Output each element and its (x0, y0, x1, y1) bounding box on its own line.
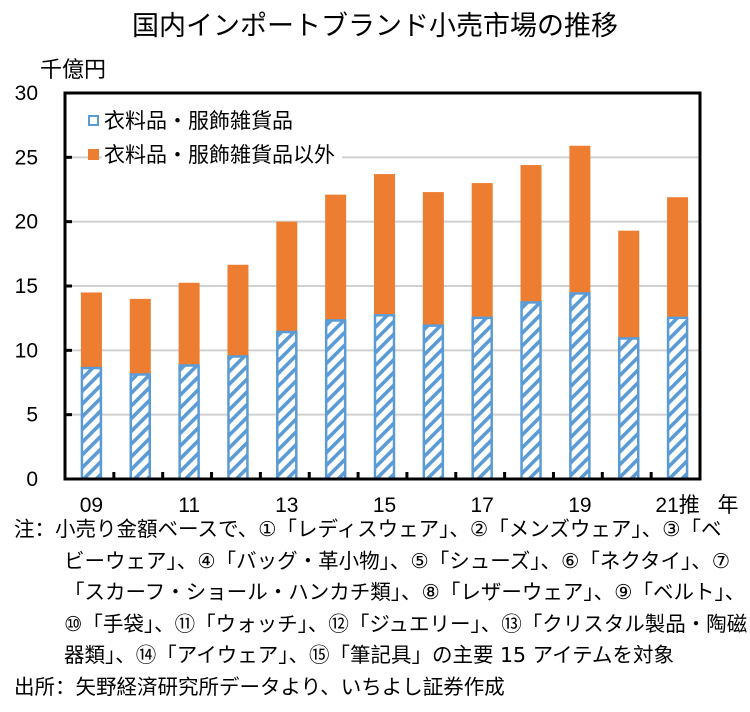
bar-segment-apparel (80, 366, 103, 481)
y-tick-label: 0 (26, 468, 38, 491)
y-axis-unit-label: 千億円 (40, 58, 107, 83)
y-tick-label: 30 (15, 82, 38, 105)
x-tick-label: 17 (471, 494, 494, 517)
bar-segment-other (374, 174, 395, 315)
legend-label: 衣料品・服飾雑貨品以外 (104, 143, 335, 167)
y-tick-label: 5 (26, 404, 38, 427)
y-tick-labels: 0 5 10 15 20 25 30 (15, 82, 38, 491)
bar-segment-other (471, 183, 493, 317)
bar-segment-other (667, 197, 689, 317)
bar-segment-other (520, 165, 542, 302)
x-axis-unit-label: 年 (718, 494, 739, 517)
legend-item: 衣料品・服飾雑貨品 (88, 105, 342, 135)
bars (80, 145, 689, 481)
y-tick-label: 15 (15, 275, 38, 298)
bar-segment-other (422, 192, 444, 325)
note-line: ⑩「手袋」、⑪「ウォッチ」、⑫「ジュエリー」、⑬「クリスタル製品・陶磁 (64, 611, 748, 636)
x-tick-label: 21推 (655, 494, 699, 517)
bar-segment-apparel (617, 337, 640, 481)
x-tick-label: 13 (275, 494, 298, 517)
y-tick-label: 10 (15, 339, 38, 362)
bar-segment-apparel (129, 373, 152, 481)
legend-swatch-apparel (88, 115, 99, 126)
bar-segment-apparel (569, 292, 591, 481)
x-tick-labels: 09 11 13 15 17 19 21推年 (80, 494, 739, 517)
plot-frame (63, 91, 702, 481)
note-line: ビーウェア」、④「バッグ・革小物」、⑤「シューズ」、⑥「ネクタイ」、⑦ (64, 548, 731, 573)
chart-notes: 注：小売り金額ベースで、①「レディスウェア」、②「メンズウェア」、③「ベ ビーウ… (14, 514, 747, 703)
bar-segment-apparel (471, 316, 493, 481)
note-line: 器類」、⑭「アイウェア」、⑮「筆記具」の主要 15 アイテムを対象 (64, 643, 675, 667)
axes (63, 91, 702, 481)
bar-segment-other (618, 230, 640, 338)
x-tick-label: 11 (178, 494, 200, 517)
x-tick-label: 19 (568, 494, 591, 517)
source-note: 出所：矢野経済研究所データより、いちよし証券作成 (14, 674, 505, 699)
legend-item: 衣料品・服飾雑貨品以外 (88, 139, 342, 169)
y-tick-label: 25 (15, 146, 38, 169)
x-tick-label: 15 (373, 494, 396, 517)
note-line: 「スカーフ・ショール・ハンカチ類」、⑧「レザーウェア」、⑨「ベルト」、 (64, 580, 746, 604)
legend-bg (102, 139, 342, 169)
bar-segment-other (80, 292, 102, 368)
bar-segment-apparel (276, 330, 298, 481)
note-line: 注：小売り金額ベースで、①「レディスウェア」、②「メンズウェア」、③「ベ (14, 517, 722, 541)
bar-segment-apparel (666, 316, 689, 481)
y-tick-label: 20 (15, 211, 38, 234)
legend-label: 衣料品・服飾雑貨品 (104, 109, 293, 133)
bar-segment-apparel (373, 314, 396, 481)
chart-title: 国内インポートブランド小売市場の推移 (132, 11, 618, 42)
bar-segment-other (569, 145, 591, 293)
bar-segment-apparel (520, 301, 542, 481)
bar-segment-other (227, 264, 249, 356)
bar-segment-other (325, 194, 347, 320)
bar-segment-apparel (324, 319, 347, 481)
bar-segment-apparel (422, 324, 445, 481)
legend-swatch-other (88, 149, 99, 160)
bar-segment-apparel (227, 355, 249, 481)
x-tick-label: 09 (80, 494, 103, 517)
bar-segment-other (178, 282, 200, 365)
bar-segment-apparel (178, 364, 200, 481)
bar-segment-other (129, 298, 151, 374)
legend-bg (102, 105, 342, 135)
bar-segment-other (276, 221, 298, 332)
